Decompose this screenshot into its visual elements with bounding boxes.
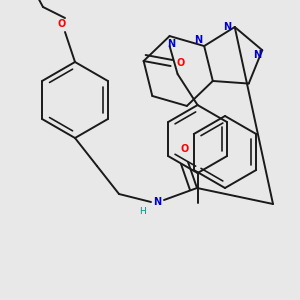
Text: H: H [140,208,146,217]
Text: N: N [153,197,161,207]
Text: N: N [167,39,176,49]
Text: N: N [253,50,261,60]
Text: O: O [176,58,185,68]
Text: O: O [58,19,66,29]
Text: O: O [181,144,189,154]
Text: N: N [223,22,231,32]
Text: N: N [194,35,202,45]
